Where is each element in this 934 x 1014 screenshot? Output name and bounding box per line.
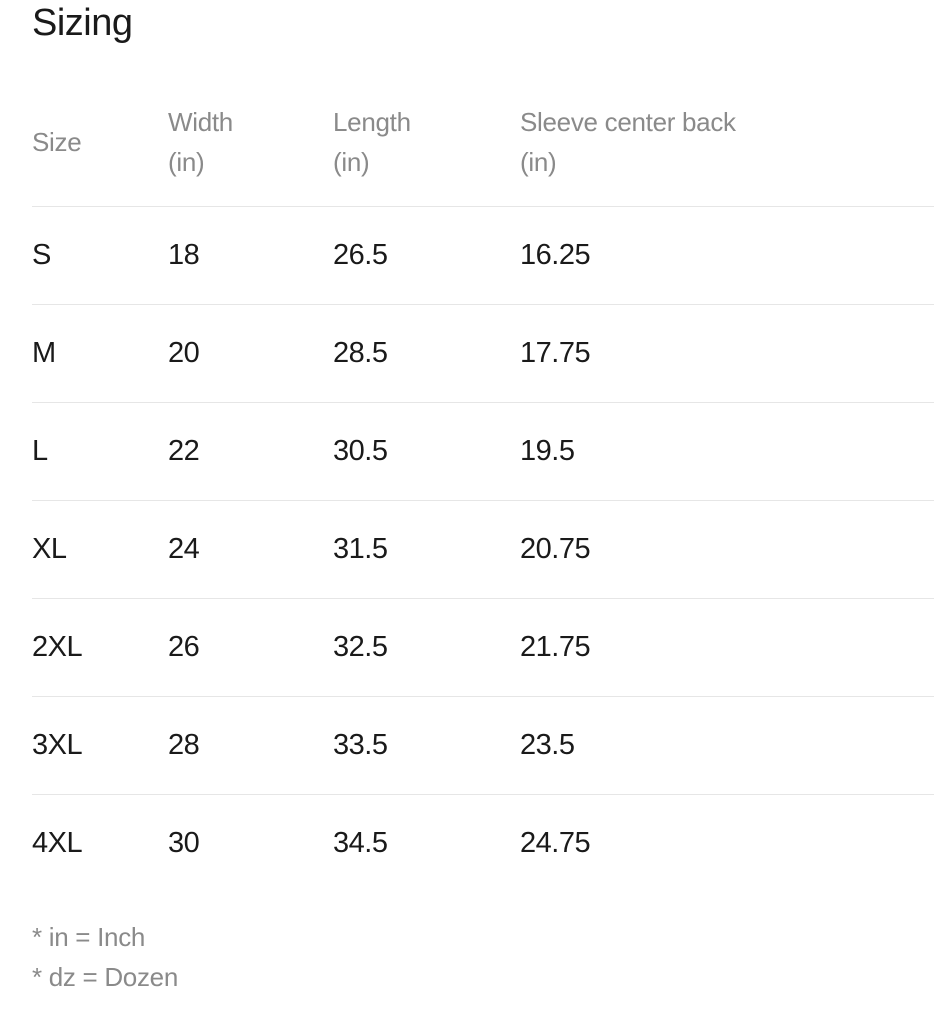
cell-length: 33.5 — [333, 696, 520, 795]
table-row: 2XL 26 32.5 21.75 — [32, 598, 934, 697]
header-length-unit: (in) — [333, 147, 370, 177]
header-length-label: Length — [333, 107, 411, 137]
cell-sleeve: 23.5 — [520, 696, 934, 795]
cell-width: 22 — [168, 402, 333, 501]
cell-length: 30.5 — [333, 402, 520, 501]
cell-length: 31.5 — [333, 500, 520, 599]
cell-length: 28.5 — [333, 304, 520, 403]
footnote-dozen: * dz = Dozen — [32, 962, 178, 992]
cell-sleeve: 24.75 — [520, 794, 934, 892]
table-row: 4XL 30 34.5 24.75 — [32, 794, 934, 892]
cell-length: 34.5 — [333, 794, 520, 892]
cell-width: 26 — [168, 598, 333, 697]
header-width: Width (in) — [168, 102, 333, 207]
cell-sleeve: 17.75 — [520, 304, 934, 403]
cell-width: 18 — [168, 206, 333, 305]
cell-sleeve: 19.5 — [520, 402, 934, 501]
cell-width: 28 — [168, 696, 333, 795]
cell-width: 30 — [168, 794, 333, 892]
cell-sleeve: 21.75 — [520, 598, 934, 697]
cell-sleeve: 16.25 — [520, 206, 934, 305]
cell-size: M — [32, 304, 168, 403]
header-width-label: Width — [168, 107, 233, 137]
cell-size: L — [32, 402, 168, 501]
cell-width: 20 — [168, 304, 333, 403]
cell-size: 3XL — [32, 696, 168, 795]
header-sleeve-unit: (in) — [520, 147, 557, 177]
cell-size: 4XL — [32, 794, 168, 892]
header-length: Length (in) — [333, 102, 520, 207]
table-row: S 18 26.5 16.25 — [32, 206, 934, 305]
cell-size: 2XL — [32, 598, 168, 697]
header-sleeve-label: Sleeve center back — [520, 107, 736, 137]
page-title: Sizing — [32, 2, 133, 44]
table-header-row: Size Width (in) Length (in) Sleeve center … — [32, 102, 934, 207]
footnote-inch: * in = Inch — [32, 922, 146, 952]
cell-length: 32.5 — [333, 598, 520, 697]
table-row: 3XL 28 33.5 23.5 — [32, 696, 934, 795]
header-size-label: Size — [32, 127, 82, 157]
cell-length: 26.5 — [333, 206, 520, 305]
header-width-unit: (in) — [168, 147, 205, 177]
table-row: XL 24 31.5 20.75 — [32, 500, 934, 599]
table-row: M 20 28.5 17.75 — [32, 304, 934, 403]
cell-size: XL — [32, 500, 168, 599]
size-chart-table: Size Width (in) Length (in) Sleeve center … — [32, 102, 934, 892]
cell-sleeve: 20.75 — [520, 500, 934, 599]
cell-size: S — [32, 206, 168, 305]
cell-width: 24 — [168, 500, 333, 599]
table-row: L 22 30.5 19.5 — [32, 402, 934, 501]
header-size: Size — [32, 102, 168, 207]
footnotes: * in = Inch * dz = Dozen — [32, 917, 178, 997]
header-sleeve: Sleeve center back (in) — [520, 102, 934, 207]
